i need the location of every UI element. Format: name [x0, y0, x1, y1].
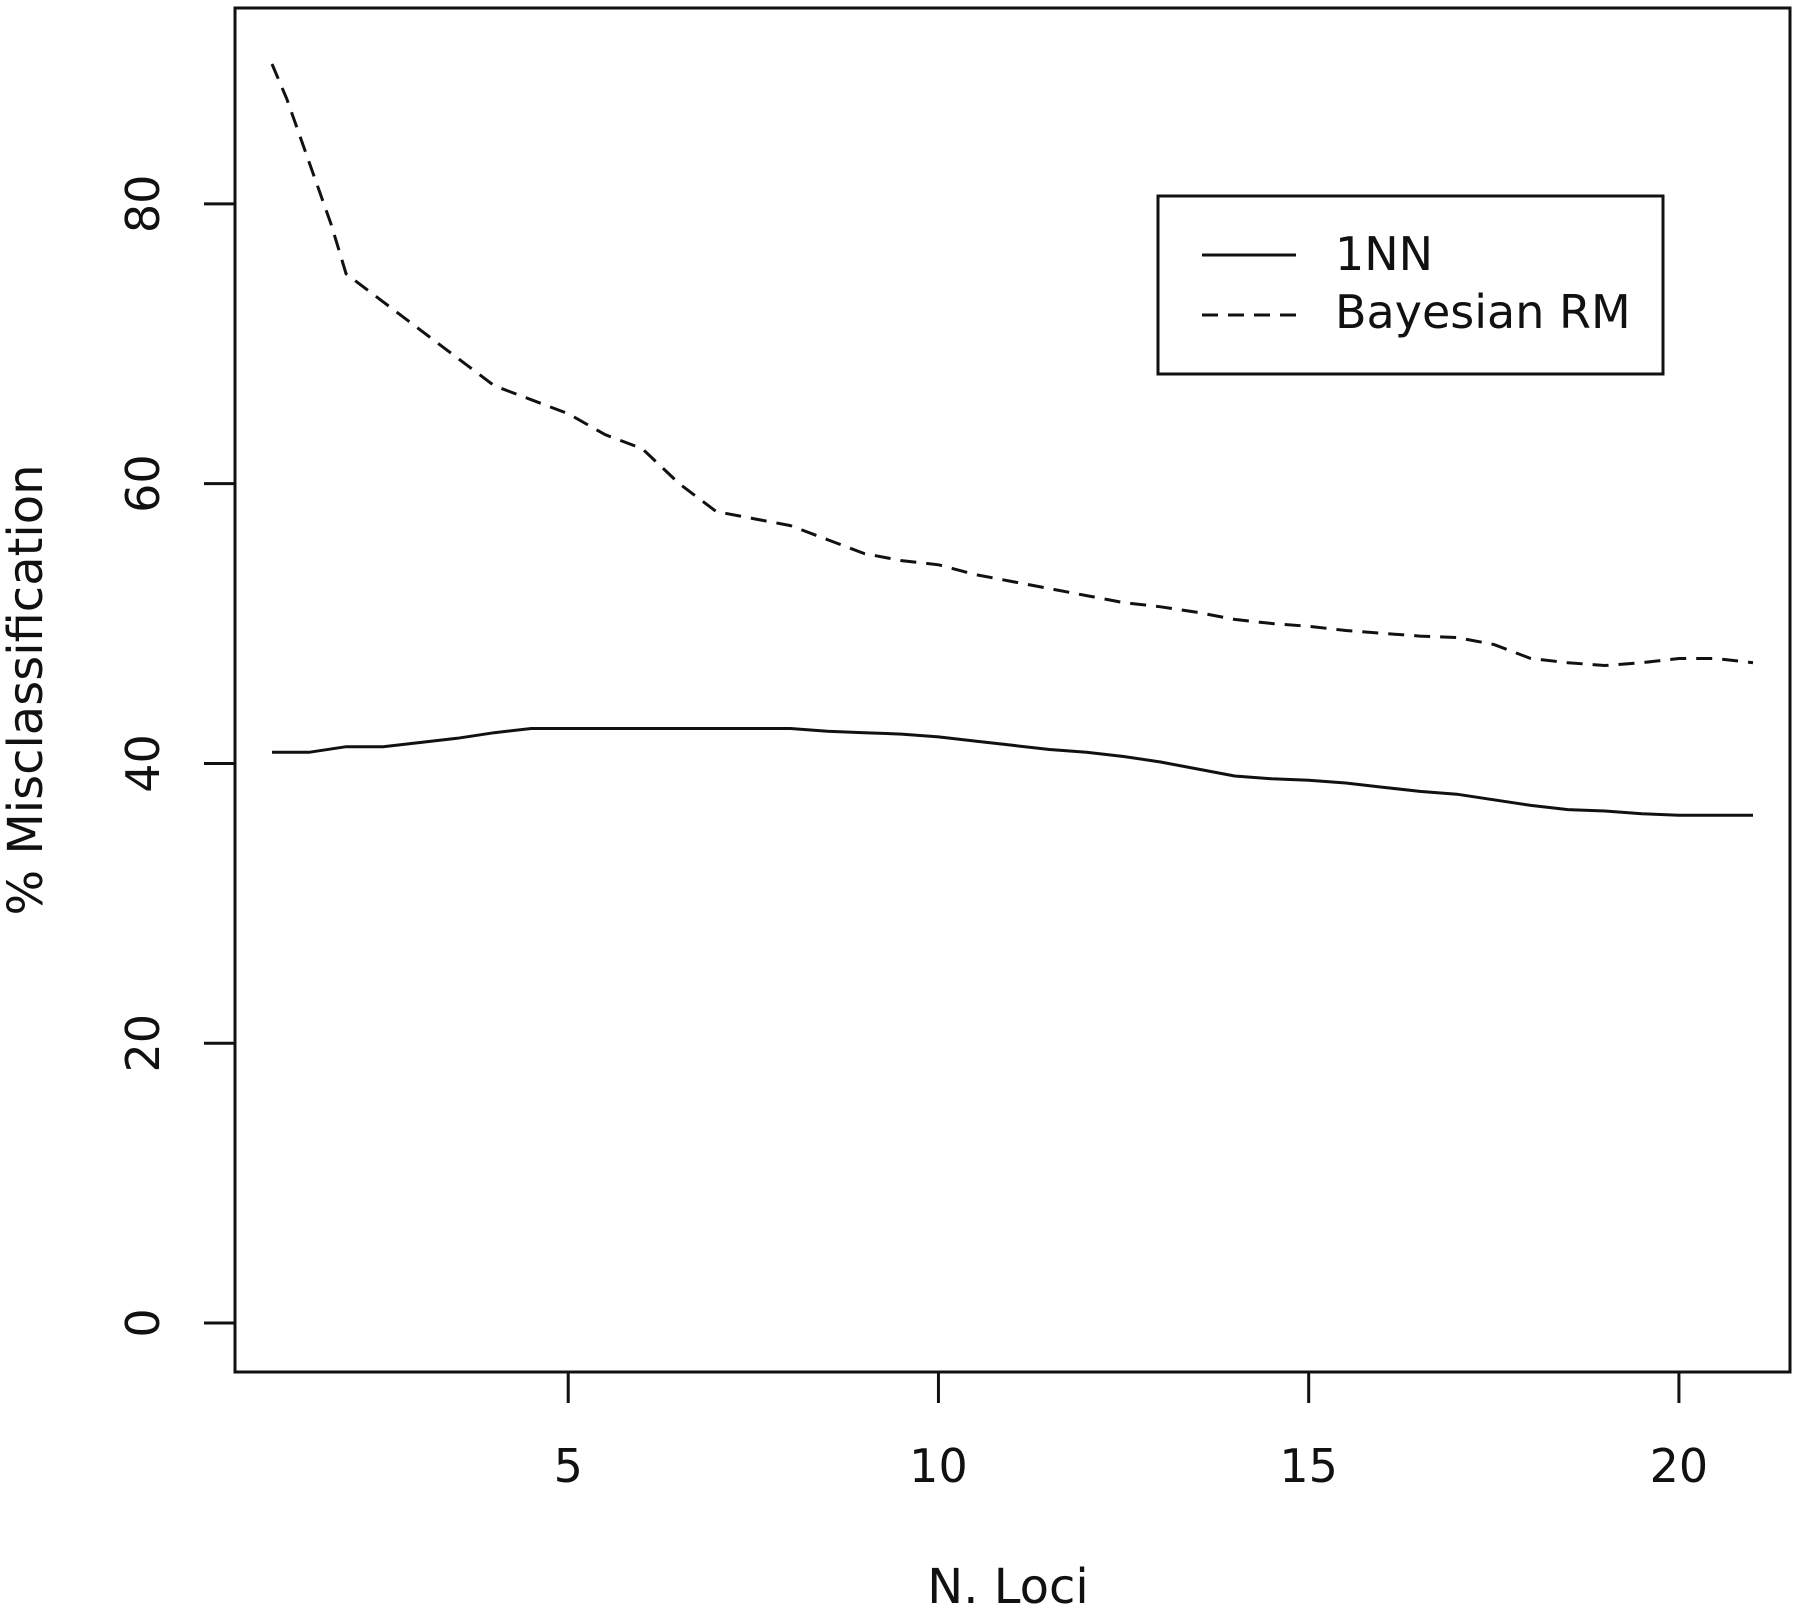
y-tick-label: 60: [116, 454, 170, 513]
y-tick-label: 80: [116, 175, 170, 234]
x-tick-label: 20: [1650, 1439, 1709, 1493]
x-axis: 5 10 15 20: [554, 1372, 1709, 1493]
series-line-bayesian-rm: [270, 63, 1754, 668]
y-tick-label: 20: [116, 1014, 170, 1073]
plot-area-frame: [233, 6, 1792, 1374]
x-tick-label: 15: [1279, 1439, 1338, 1493]
legend: 1NN Bayesian RM: [1156, 194, 1665, 376]
series-line-1nn: [272, 727, 1753, 817]
legend-label-bayesian-rm: Bayesian RM: [1335, 285, 1631, 339]
y-tick-label: 40: [116, 734, 170, 793]
legend-box: [1156, 194, 1665, 376]
series-layer: [270, 63, 1754, 817]
y-axis: 0 20 40 60 80: [116, 175, 235, 1338]
y-axis-title: % Misclassification: [0, 464, 54, 915]
x-tick-label: 5: [554, 1439, 583, 1493]
y-tick-label: 0: [116, 1308, 170, 1337]
x-axis-title: N. Loci: [927, 1559, 1088, 1609]
legend-label-1nn: 1NN: [1335, 227, 1433, 281]
x-tick-label: 10: [909, 1439, 968, 1493]
